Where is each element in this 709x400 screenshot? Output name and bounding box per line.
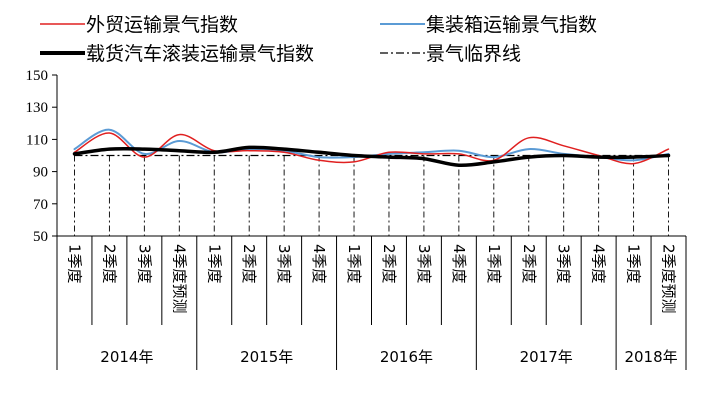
year-label: 2017年 [520,348,573,366]
y-tick-label: 150 [26,68,49,84]
x-tick-label: 2季度 [380,244,398,284]
series-lines [72,128,671,168]
year-label: 2015年 [240,348,293,366]
y-tick-label: 110 [26,132,48,148]
y-tick-label: 90 [33,165,48,181]
x-tick-label: 3季度 [275,244,293,284]
x-tick-label: 3季度 [415,244,433,284]
year-label: 2018年 [624,348,677,366]
x-tick-label: 2季度 [100,244,118,284]
legend: 外贸运输景气指数 集装箱运输景气指数 载货汽车滚装运输景气指数 景气临界线 [40,14,597,65]
legend-label-truck-roro: 载货汽车滚装运输景气指数 [86,43,314,65]
y-tick-label: 70 [33,197,48,213]
x-tick-label: 1季度 [625,244,643,284]
x-tick-label: 1季度 [345,244,363,284]
year-label: 2016年 [380,348,433,366]
x-tick-label: 4季度 [310,244,328,284]
x-tick-label: 3季度 [135,244,153,284]
year-label: 2014年 [100,348,153,366]
category-axis: 1季度 2季度 3季度 4季度预测 1季度 2季度 3季度 4季度 1季度 2季度 3季度 4季度 1季… [56,236,687,370]
legend-label-critical-line: 景气临界线 [426,43,521,65]
x-tick-label: 4季度 [590,244,608,284]
x-tick-label: 1季度 [205,244,223,284]
x-tick-label: 4季度预测 [170,244,188,314]
x-tick-label: 2季度 [240,244,258,284]
x-tick-label: 1季度 [65,244,83,284]
y-tick-label: 50 [33,229,48,245]
legend-label-container: 集装箱运输景气指数 [426,14,597,36]
x-tick-label: 2季度预测 [660,244,678,314]
x-tick-label: 1季度 [485,244,503,284]
category-guides [74,155,669,236]
legend-label-foreign-trade: 外贸运输景气指数 [86,14,238,36]
x-tick-label: 2季度 [520,244,538,284]
y-tick-label: 130 [26,100,49,116]
x-tick-label: 3季度 [555,244,573,284]
x-tick-label: 4季度 [450,244,468,284]
series-line-truck-roro [72,145,671,168]
